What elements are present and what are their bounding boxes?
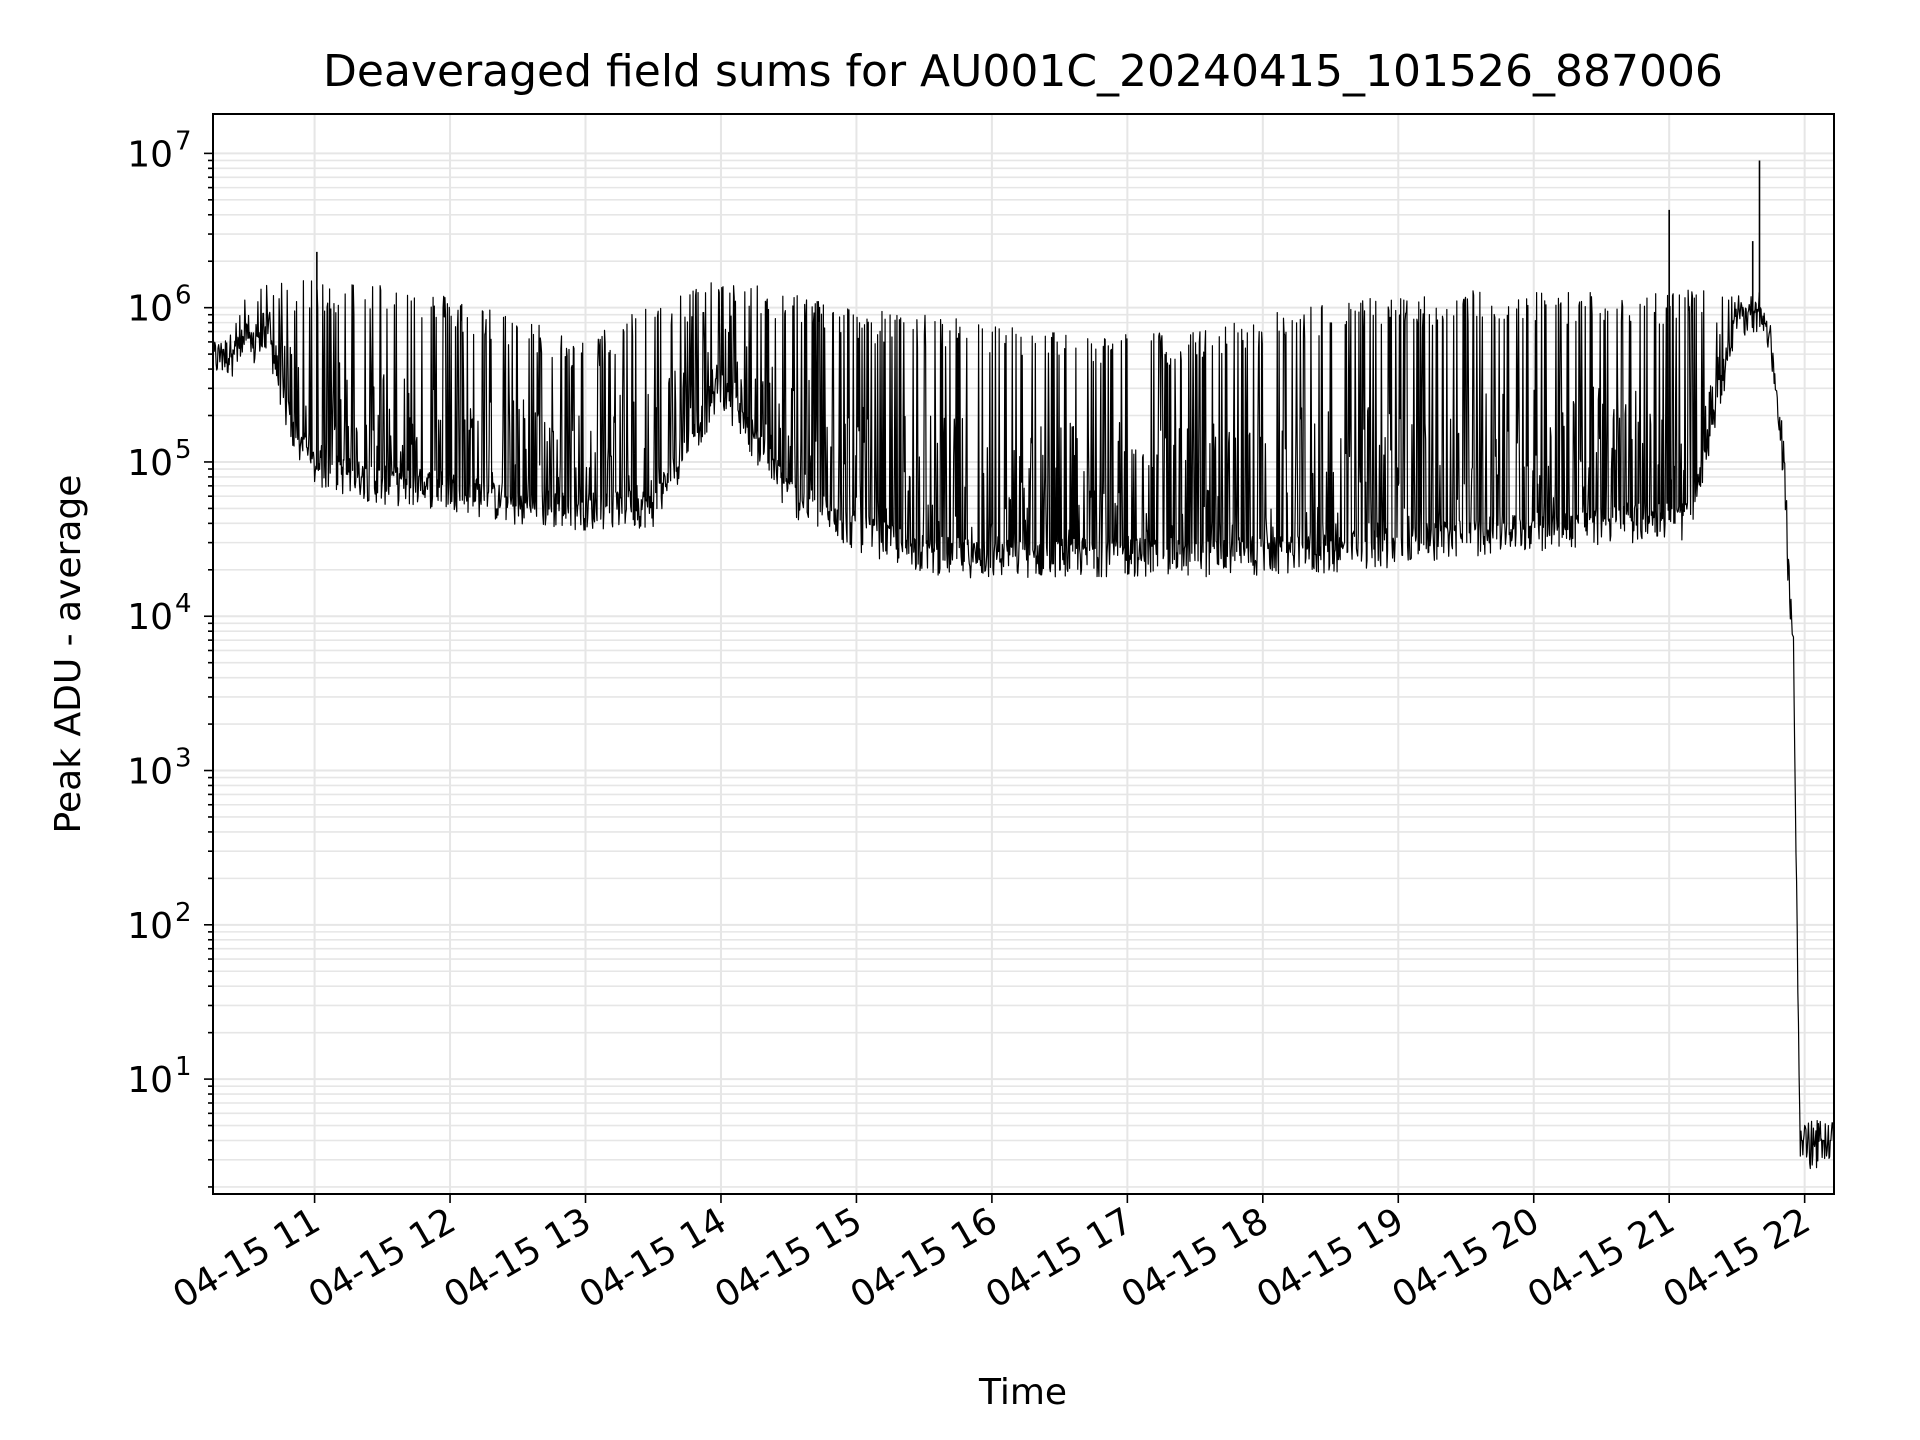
y-tick-label: 10 <box>127 443 173 484</box>
y-tick-label: 10 <box>127 752 173 793</box>
y-tick-exponent: 2 <box>175 898 192 928</box>
y-tick-exponent: 4 <box>175 589 192 619</box>
x-axis-label: Time <box>978 1372 1067 1413</box>
y-tick-exponent: 3 <box>175 744 192 774</box>
y-tick-label: 10 <box>127 134 173 175</box>
y-tick-exponent: 5 <box>175 435 192 465</box>
y-tick-exponent: 1 <box>175 1052 192 1082</box>
grid-lines <box>213 114 1834 1194</box>
series-line <box>212 280 1835 1170</box>
chart-title: Deaveraged field sums for AU001C_2024041… <box>323 46 1723 97</box>
y-tick-label: 10 <box>127 289 173 330</box>
y-tick-exponent: 7 <box>175 126 192 156</box>
y-tick-exponent: 6 <box>175 281 192 311</box>
y-axis-label: Peak ADU - average <box>48 475 89 834</box>
data-series <box>212 160 1835 1170</box>
y-tick-label: 10 <box>127 906 173 947</box>
plot-frame <box>212 113 1835 1195</box>
y-tick-label: 10 <box>127 1060 173 1101</box>
y-tick-label: 10 <box>127 597 173 638</box>
